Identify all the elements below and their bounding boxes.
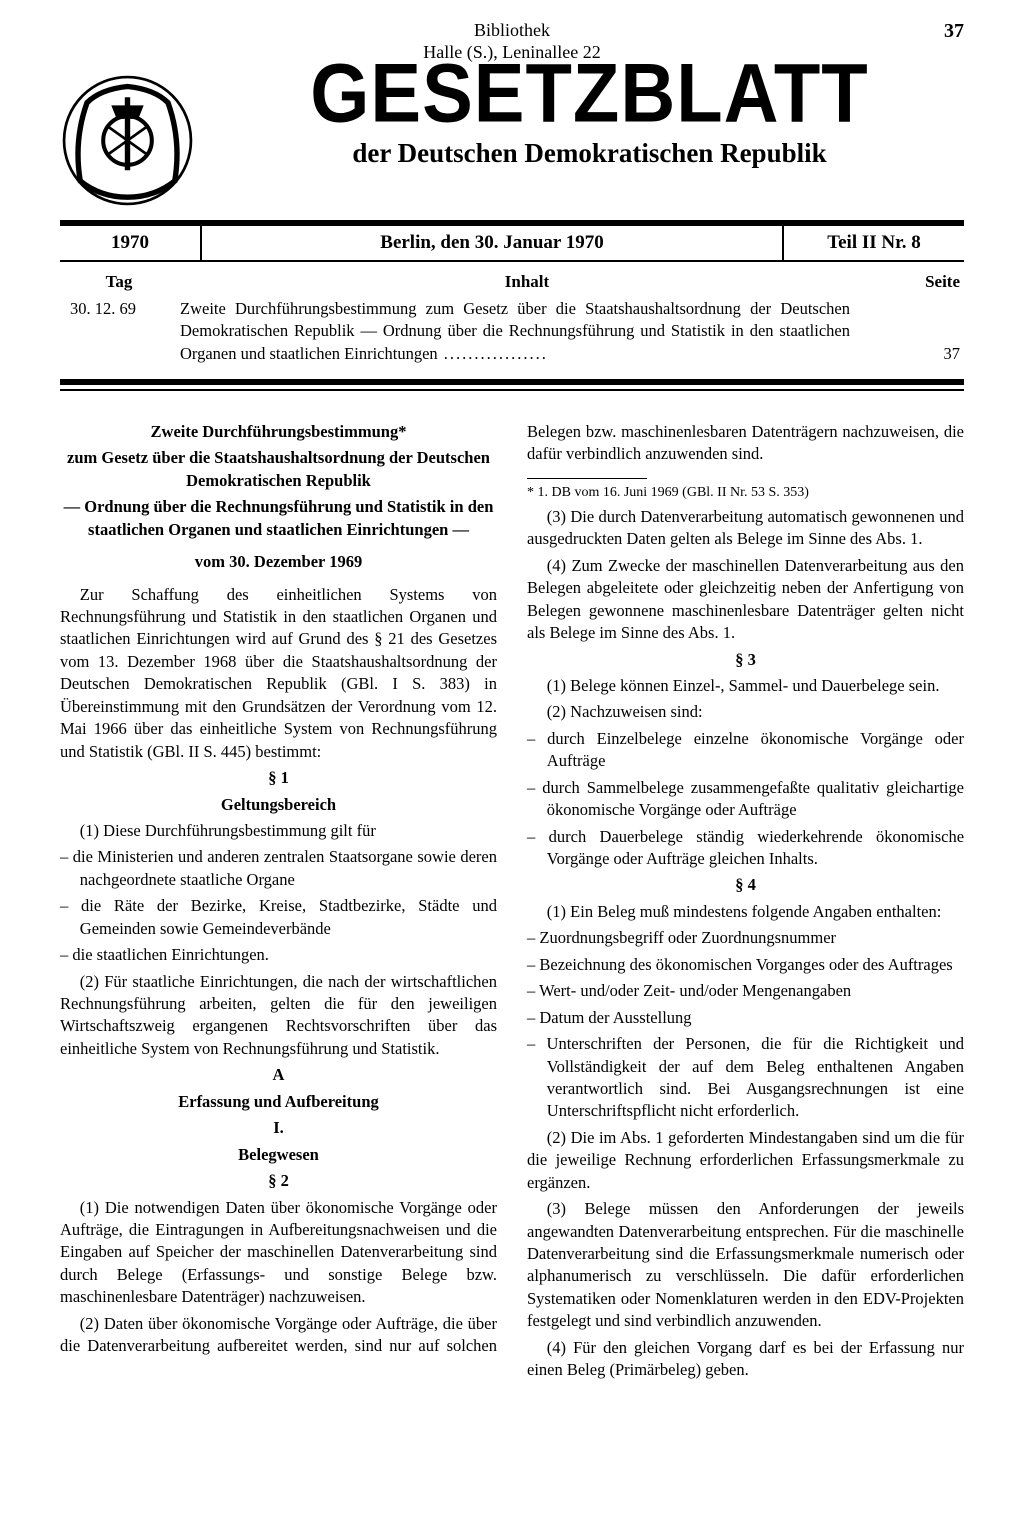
s4-p1: (1) Ein Beleg muß mindestens folgende An… — [527, 901, 964, 923]
s1-p2: (2) Für staatliche Einrichtungen, die na… — [60, 971, 497, 1061]
toc-row: 30. 12. 69 Zweite Durchführungsbestimmun… — [64, 298, 960, 365]
s2-p3: (3) Die durch Datenverarbeitung automati… — [527, 506, 964, 551]
part-a: A — [60, 1064, 497, 1086]
s4-p2: (2) Die im Abs. 1 geforderten Mindestang… — [527, 1127, 964, 1194]
s2-p4: (4) Zum Zwecke der maschinellen Datenver… — [527, 555, 964, 645]
s4-li2: Bezeichnung des ökonomischen Vorganges o… — [527, 954, 964, 976]
library-line1: Bibliothek — [60, 20, 964, 42]
subtitle: der Deutschen Demokratischen Republik — [215, 138, 964, 169]
s4-p3: (3) Belege müssen den Anforderungen der … — [527, 1198, 964, 1333]
header-part: Teil II Nr. 8 — [784, 226, 964, 260]
page-number-top: 37 — [944, 20, 964, 43]
header-row: 1970 Berlin, den 30. Januar 1970 Teil II… — [60, 220, 964, 262]
s4-p4: (4) Für den gleichen Vorgang darf es bei… — [527, 1337, 964, 1382]
header-place-date: Berlin, den 30. Januar 1970 — [202, 226, 784, 260]
s4-num: § 4 — [527, 874, 964, 896]
toc-head-inhalt: Inhalt — [174, 272, 880, 292]
s1-num: § 1 — [60, 767, 497, 789]
table-of-contents: Tag Inhalt Seite 30. 12. 69 Zweite Durch… — [60, 262, 964, 385]
main-title: GESETZBLATT — [215, 55, 964, 134]
s1-p1: (1) Diese Durchführungsbestimmung gilt f… — [60, 820, 497, 842]
header-year: 1970 — [60, 226, 202, 260]
toc-head-seite: Seite — [880, 272, 960, 292]
s4-li5: Unterschriften der Personen, die für die… — [527, 1033, 964, 1123]
toc-page: 37 — [880, 343, 960, 365]
part-a-head: Erfassung und Aufbereitung — [60, 1091, 497, 1113]
roman-1: I. — [60, 1117, 497, 1139]
footnote-rule — [527, 478, 647, 479]
s3-li3: durch Dauerbelege ständig wiederkehrende… — [527, 826, 964, 871]
title-block: GESETZBLATT der Deutschen Demokratischen… — [215, 53, 964, 169]
s1-head: Geltungsbereich — [60, 794, 497, 816]
toc-dots — [438, 344, 548, 363]
page: 37 Bibliothek Halle (S.), Leninallee 22 … — [0, 0, 1024, 1521]
s4-li4: Datum der Ausstellung — [527, 1007, 964, 1029]
article-date: vom 30. Dezember 1969 — [60, 551, 497, 573]
article-title-2: zum Gesetz über die Staatshaushaltsordnu… — [60, 447, 497, 492]
s4-li1: Zuordnungsbegriff oder Zuordnungsnummer — [527, 927, 964, 949]
state-emblem-icon — [60, 73, 195, 208]
toc-text: Zweite Durchführungsbestimmung zum Geset… — [180, 298, 880, 365]
s3-li1: durch Einzelbelege einzelne ökonomische … — [527, 728, 964, 773]
article-title-1: Zweite Durchführungsbestimmung* — [60, 421, 497, 443]
s1-li3: die staatlichen Einrichtungen. — [60, 944, 497, 966]
article-title-3: — Ordnung über die Rechnungsführung und … — [60, 496, 497, 541]
toc-date: 30. 12. 69 — [64, 298, 180, 365]
s2-p1: (1) Die notwendigen Daten über ökonomisc… — [60, 1197, 497, 1309]
s1-li1: die Ministerien und anderen zentralen St… — [60, 846, 497, 891]
toc-head-tag: Tag — [64, 272, 174, 292]
masthead: GESETZBLATT der Deutschen Demokratischen… — [60, 53, 964, 208]
s3-p2: (2) Nachzuweisen sind: — [527, 701, 964, 723]
s3-p1: (1) Belege können Einzel-, Sammel- und D… — [527, 675, 964, 697]
s3-li2: durch Sammelbelege zusammengefaßte quali… — [527, 777, 964, 822]
s3-num: § 3 — [527, 649, 964, 671]
s2-num: § 2 — [60, 1170, 497, 1192]
toc-head: Tag Inhalt Seite — [64, 272, 960, 292]
roman-1-head: Belegwesen — [60, 1144, 497, 1166]
body-columns: Zweite Durchführungsbestimmung* zum Gese… — [60, 421, 964, 1382]
s1-li2: die Räte der Bezirke, Kreise, Stadtbezir… — [60, 895, 497, 940]
footnote: * 1. DB vom 16. Juni 1969 (GBl. II Nr. 5… — [527, 483, 964, 502]
preamble: Zur Schaffung des einheitlichen Systems … — [60, 584, 497, 764]
s4-li3: Wert- und/oder Zeit- und/oder Mengenanga… — [527, 980, 964, 1002]
